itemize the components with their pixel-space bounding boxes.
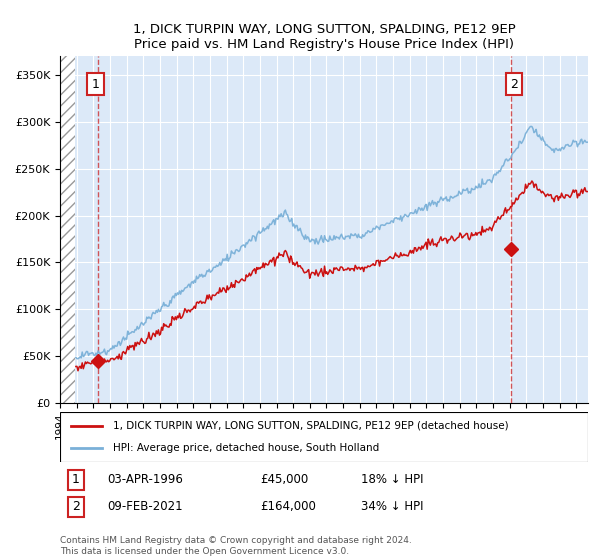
Text: 1: 1 bbox=[72, 473, 80, 487]
Text: 09-FEB-2021: 09-FEB-2021 bbox=[107, 500, 183, 514]
Text: 1, DICK TURPIN WAY, LONG SUTTON, SPALDING, PE12 9EP (detached house): 1, DICK TURPIN WAY, LONG SUTTON, SPALDIN… bbox=[113, 421, 508, 431]
Text: 2: 2 bbox=[510, 78, 518, 91]
Text: Contains HM Land Registry data © Crown copyright and database right 2024.
This d: Contains HM Land Registry data © Crown c… bbox=[60, 536, 412, 556]
Text: HPI: Average price, detached house, South Holland: HPI: Average price, detached house, Sout… bbox=[113, 443, 379, 453]
FancyBboxPatch shape bbox=[60, 412, 588, 462]
Text: 18% ↓ HPI: 18% ↓ HPI bbox=[361, 473, 424, 487]
Text: 2: 2 bbox=[72, 500, 80, 514]
Text: 1: 1 bbox=[91, 78, 99, 91]
Text: £164,000: £164,000 bbox=[260, 500, 317, 514]
Bar bbox=[60, 56, 76, 403]
Title: 1, DICK TURPIN WAY, LONG SUTTON, SPALDING, PE12 9EP
Price paid vs. HM Land Regis: 1, DICK TURPIN WAY, LONG SUTTON, SPALDIN… bbox=[133, 22, 515, 50]
Text: 34% ↓ HPI: 34% ↓ HPI bbox=[361, 500, 424, 514]
Text: £45,000: £45,000 bbox=[260, 473, 309, 487]
Text: 03-APR-1996: 03-APR-1996 bbox=[107, 473, 184, 487]
